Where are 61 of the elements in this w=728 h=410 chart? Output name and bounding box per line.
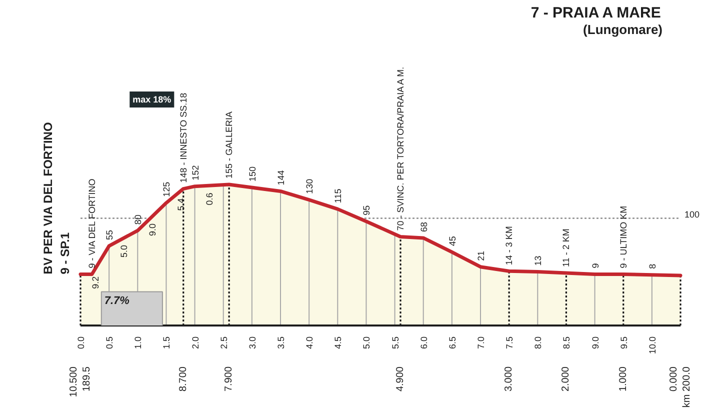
x-tick-label: 9.5 bbox=[618, 336, 629, 350]
x-tick-label: 2.5 bbox=[218, 336, 229, 350]
data-label: 13 bbox=[533, 256, 544, 266]
x2-tick-label: 8.700 bbox=[178, 366, 189, 392]
text: max 18% bbox=[132, 94, 172, 104]
x2-tick-label: 4.900 bbox=[395, 366, 406, 392]
x2-tick-label: 7.900 bbox=[224, 366, 235, 392]
x-tick-label: 10.0 bbox=[647, 336, 658, 354]
data-label: 9 - ULTIMO KM bbox=[618, 206, 628, 268]
x-tick-label: 2.0 bbox=[190, 336, 200, 350]
data-label: 148 - INNESTO SS.18 bbox=[178, 92, 188, 183]
x-tick-label: 9.0 bbox=[590, 336, 600, 350]
data-label: 9 - VIA DEL FORTINO bbox=[86, 178, 97, 268]
data-label: 125 bbox=[162, 182, 172, 197]
data-label: 144 bbox=[276, 170, 286, 186]
x-tick-label: 5.5 bbox=[390, 336, 400, 350]
data-label: 152 bbox=[190, 165, 200, 180]
data-label: 80 bbox=[133, 214, 144, 225]
x2-tick-label: 10.500 189.5 bbox=[68, 366, 93, 398]
x-tick-label: 3.5 bbox=[276, 336, 286, 350]
data-label: 155 - GALLERIA bbox=[224, 111, 234, 178]
data-label: 150 bbox=[247, 166, 258, 182]
x2-tick-label: 3.000 bbox=[504, 366, 515, 392]
data-label: 45 bbox=[447, 236, 458, 246]
x-tick-label: 0.0 bbox=[76, 336, 86, 350]
data-label: 130 bbox=[304, 178, 315, 194]
annotation: 5.0 bbox=[118, 244, 129, 258]
annotation: 9.0 bbox=[147, 223, 158, 236]
x-tick-label: 4.0 bbox=[304, 336, 315, 350]
x-tick-label: 1.0 bbox=[133, 336, 144, 350]
data-label: 70 - SVINC. PER TORTORA/PRAIA A M. bbox=[396, 66, 406, 231]
data-label: 11 - 2 KM bbox=[561, 228, 572, 267]
x-tick-label: 0.5 bbox=[104, 336, 115, 350]
x-tick-label: 6.0 bbox=[418, 336, 429, 350]
x2-tick-label: 1.000 bbox=[618, 366, 629, 392]
data-label: 8 bbox=[647, 264, 658, 269]
x-tick-label: 4.5 bbox=[333, 336, 344, 350]
data-label: 9 bbox=[590, 263, 600, 268]
data-label: 55 bbox=[104, 230, 115, 240]
data-label: 95 bbox=[362, 205, 372, 216]
x-tick-label: 8.5 bbox=[562, 336, 572, 350]
annotation: 9.2 bbox=[90, 276, 100, 289]
data-label: 115 bbox=[333, 188, 344, 204]
x2-tick-label: 2.000 bbox=[560, 366, 572, 392]
ref-line-label: 100 bbox=[684, 209, 700, 220]
data-label: 21 bbox=[476, 250, 486, 261]
text: 7.7% bbox=[104, 294, 130, 307]
x-tick-label: 1.5 bbox=[162, 336, 172, 350]
data-label: 14 - 3 KM bbox=[504, 226, 514, 266]
x-tick-label: 5.0 bbox=[362, 336, 372, 350]
x2-tick-label: 0.000 km 200.0 bbox=[668, 366, 693, 408]
x-tick-label: 6.5 bbox=[447, 336, 458, 350]
data-label: 68 bbox=[418, 222, 429, 232]
x-tick-label: 3.0 bbox=[247, 336, 258, 350]
chart-subtitle: (Lungomare) bbox=[583, 22, 663, 37]
x-tick-label: 7.0 bbox=[476, 336, 486, 350]
x-tick-label: 8.0 bbox=[533, 336, 544, 350]
x-tick-label: 7.5 bbox=[504, 336, 515, 350]
chart-title: 7 - PRAIA A MARE bbox=[530, 4, 661, 22]
data-label: BV PER VIA DEL FORTINO 9 - SP.1 bbox=[41, 122, 72, 274]
annotation: 0.6 bbox=[204, 192, 215, 206]
